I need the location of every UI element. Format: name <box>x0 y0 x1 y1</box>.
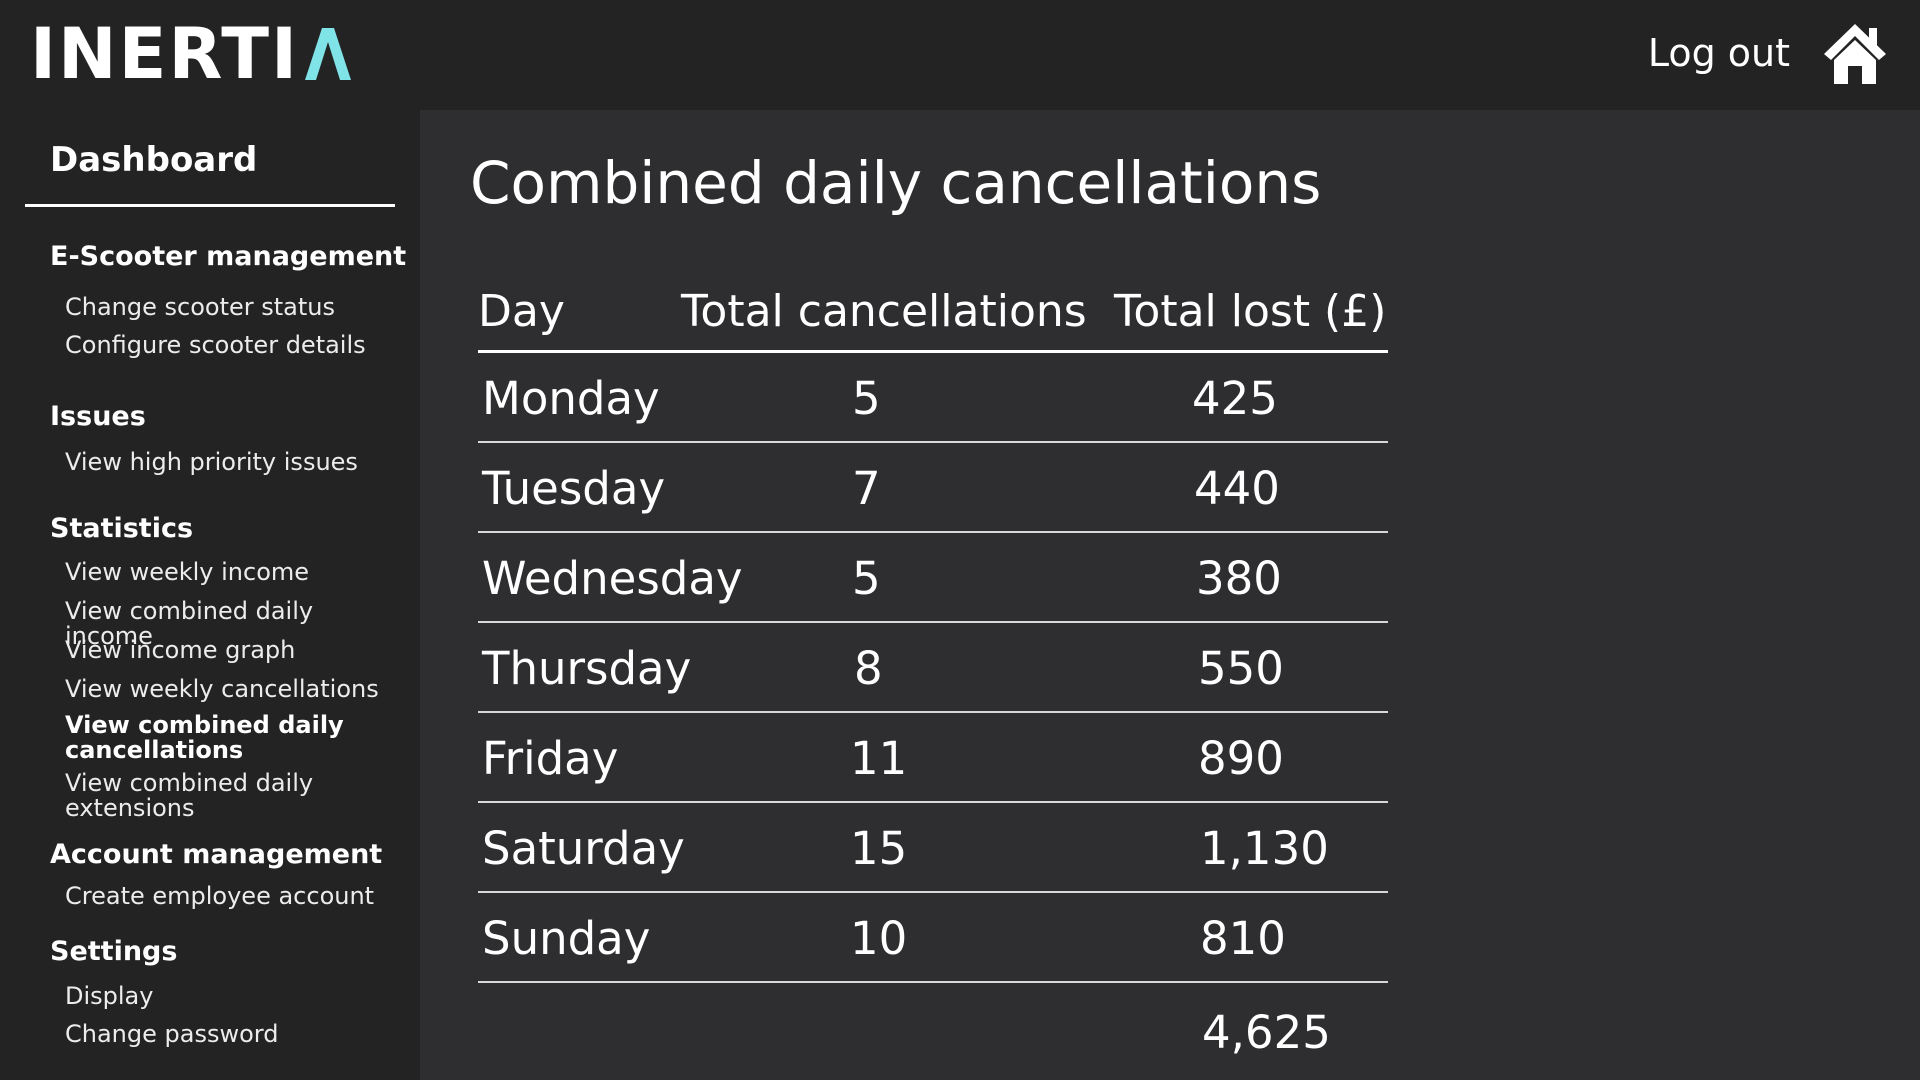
sidebar-item-change-password[interactable]: Change password <box>65 1020 279 1048</box>
dashboard-divider <box>25 204 395 207</box>
table-row: Saturday 15 1,130 <box>478 803 1388 893</box>
inertia-logo[interactable]: INERTI <box>30 18 351 90</box>
column-header-day: Day <box>478 286 565 337</box>
section-settings: Settings <box>50 936 178 967</box>
day-cell: Wednesday <box>482 552 743 605</box>
lost-cell: 890 <box>1198 732 1284 785</box>
lost-cell: 810 <box>1200 912 1286 965</box>
row-divider <box>478 891 1388 893</box>
column-header-total-cancellations: Total cancellations <box>681 286 1087 337</box>
home-icon[interactable] <box>1822 22 1888 86</box>
table-row: Monday 5 425 <box>478 353 1388 443</box>
row-divider <box>478 981 1388 983</box>
sidebar-item-view-weekly-income[interactable]: View weekly income <box>65 558 310 586</box>
cancellations-cell: 8 <box>854 642 883 695</box>
sidebar-item-view-combined-daily-extensions[interactable]: View combined daily extensions <box>65 769 314 822</box>
row-divider <box>478 711 1388 713</box>
sidebar-item-view-weekly-cancellations[interactable]: View weekly cancellations <box>65 675 379 703</box>
cancellations-cell: 10 <box>850 912 908 965</box>
sidebar-item-view-combined-daily-cancellations[interactable]: View combined daily cancellations <box>65 711 344 764</box>
lost-cell: 440 <box>1194 462 1280 515</box>
sidebar-item-change-scooter-status[interactable]: Change scooter status <box>65 293 335 321</box>
lost-cell: 550 <box>1198 642 1284 695</box>
top-bar: INERTI Log out <box>0 0 1920 110</box>
logout-button[interactable]: Log out <box>1647 31 1790 75</box>
lost-cell: 380 <box>1196 552 1282 605</box>
row-divider <box>478 621 1388 623</box>
logo-accent-icon <box>305 28 351 80</box>
table-row: Thursday 8 550 <box>478 623 1388 713</box>
sidebar-item-view-income-graph[interactable]: View income graph <box>65 636 296 664</box>
cancellations-cell: 5 <box>852 552 881 605</box>
table-row: Friday 11 890 <box>478 713 1388 803</box>
row-divider <box>478 531 1388 533</box>
sidebar-item-create-employee-account[interactable]: Create employee account <box>65 882 375 910</box>
lost-cell: 1,130 <box>1200 822 1329 875</box>
section-escooter-management: E-Scooter management <box>50 241 407 272</box>
logo-accent-shape <box>305 28 351 80</box>
section-account-management: Account management <box>50 839 383 870</box>
day-cell: Tuesday <box>482 462 666 515</box>
logo-text: INERTI <box>30 13 299 95</box>
sidebar-item-view-high-priority-issues[interactable]: View high priority issues <box>65 448 358 476</box>
table-row: Sunday 10 810 <box>478 893 1388 983</box>
cancellations-cell: 15 <box>850 822 908 875</box>
cancellations-cell: 11 <box>850 732 908 785</box>
day-cell: Monday <box>482 372 660 425</box>
day-cell: Thursday <box>482 642 692 695</box>
section-statistics: Statistics <box>50 513 194 544</box>
row-divider <box>478 801 1388 803</box>
sidebar-dashboard-link[interactable]: Dashboard <box>50 140 258 180</box>
sidebar-item-view-combined-daily-income[interactable]: View combined daily income <box>65 597 314 650</box>
cancellations-cell: 5 <box>852 372 881 425</box>
table-header-divider <box>478 350 1388 353</box>
section-issues: Issues <box>50 401 146 432</box>
day-cell: Friday <box>482 732 619 785</box>
table-row: Tuesday 7 440 <box>478 443 1388 533</box>
page-title: Combined daily cancellations <box>470 149 1322 217</box>
day-cell: Saturday <box>482 822 685 875</box>
sidebar: Dashboard E-Scooter management Change sc… <box>0 110 420 1080</box>
lost-cell: 425 <box>1192 372 1278 425</box>
total-lost-value: 4,625 <box>1202 1006 1331 1059</box>
sidebar-item-configure-scooter-details[interactable]: Configure scooter details <box>65 331 366 359</box>
sidebar-item-display[interactable]: Display <box>65 982 154 1010</box>
cancellations-cell: 7 <box>852 462 881 515</box>
day-cell: Sunday <box>482 912 651 965</box>
column-header-total-lost: Total lost (£) <box>1114 286 1387 337</box>
table-row: Wednesday 5 380 <box>478 533 1388 623</box>
row-divider <box>478 441 1388 443</box>
